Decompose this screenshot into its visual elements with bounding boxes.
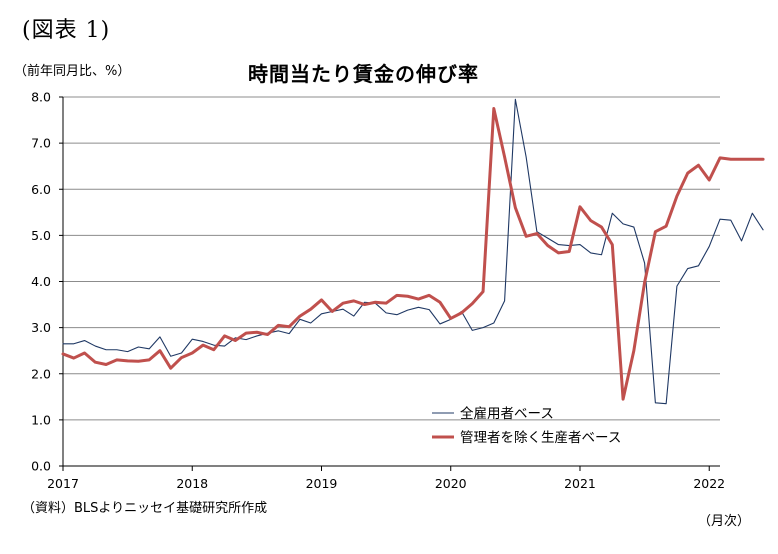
x-tick-label: 2022 xyxy=(693,476,725,491)
x-tick-label: 2018 xyxy=(176,476,208,491)
y-tick-label: 2.0 xyxy=(31,366,51,381)
figure-label: (図表 1) xyxy=(22,18,111,43)
y-tick-label: 1.0 xyxy=(31,412,51,427)
series-lines xyxy=(61,98,765,405)
y-tick-label: 0.0 xyxy=(31,459,51,474)
x-tick-label: 2017 xyxy=(47,476,79,491)
y-tick-label: 3.0 xyxy=(31,320,51,335)
x-axis-unit: （月次） xyxy=(698,514,751,529)
y-tick-label: 8.0 xyxy=(31,90,51,105)
y-tick-label: 5.0 xyxy=(31,228,51,243)
legend-label: 全雇用者ベース xyxy=(460,405,554,422)
legend-label: 管理者を除く生産者ベース xyxy=(460,430,621,446)
y-tick-label: 4.0 xyxy=(31,274,51,289)
y-axis-unit: （前年同月比、%） xyxy=(14,64,131,79)
series-line-2 xyxy=(61,107,765,401)
x-tick-label: 2020 xyxy=(435,476,467,491)
x-tick-label: 2019 xyxy=(306,476,338,491)
gridlines xyxy=(63,96,720,421)
source-note: （資料）BLSよりニッセイ基礎研究所作成 xyxy=(22,501,268,516)
series-line-1 xyxy=(62,98,764,405)
y-tick-label: 7.0 xyxy=(31,136,51,151)
axes: 0.0 1.0 2.0 3.0 4.0 5.0 6.0 7.0 8.0 2017 2018 2019 2… xyxy=(31,90,725,492)
y-tick-label: 6.0 xyxy=(31,182,51,197)
x-tick-label: 2021 xyxy=(564,476,596,491)
chart-title: 時間当たり賃金の伸び率 xyxy=(248,62,479,86)
